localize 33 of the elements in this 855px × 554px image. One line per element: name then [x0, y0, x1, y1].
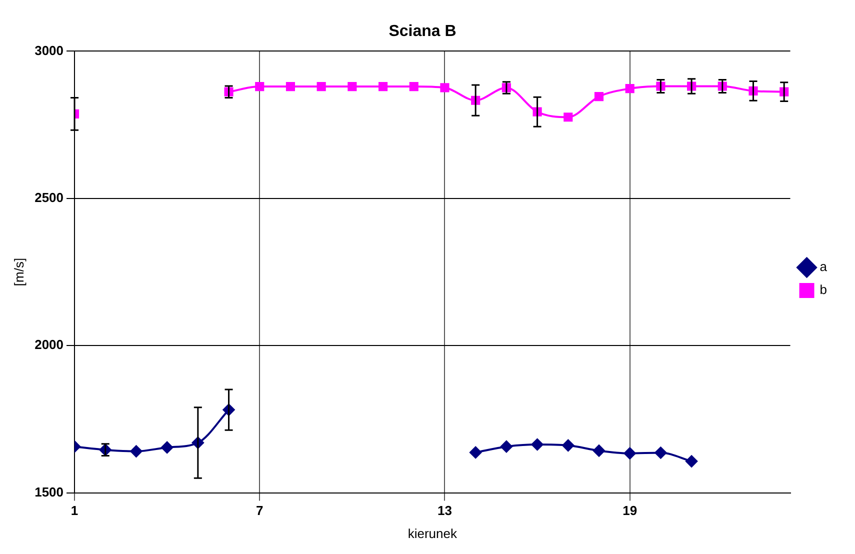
y-tick-label: 2500 — [34, 190, 64, 205]
y-tick-label: 1500 — [34, 484, 64, 500]
y-tick-label: 2000 — [34, 337, 64, 352]
point — [500, 440, 512, 453]
chart-title: Sciana B — [388, 23, 456, 40]
y-tick-label: 3000 — [34, 42, 64, 58]
point — [286, 82, 296, 92]
point — [625, 84, 634, 94]
legend-label: b — [820, 282, 828, 298]
point — [440, 83, 450, 92]
point — [624, 447, 636, 460]
point — [255, 82, 264, 92]
point — [161, 441, 174, 454]
point — [592, 444, 605, 457]
x-tick-label: 19 — [622, 503, 638, 518]
point — [409, 82, 418, 92]
point — [348, 82, 357, 92]
x-axis-title: kierunek — [408, 526, 458, 541]
point — [594, 92, 604, 102]
point — [130, 445, 142, 458]
point — [378, 82, 388, 92]
point — [686, 455, 698, 468]
point — [654, 446, 667, 459]
x-tick-label: 1 — [70, 503, 78, 518]
legend-label: a — [820, 259, 828, 274]
x-tick-label: 7 — [256, 503, 264, 518]
point — [316, 82, 326, 92]
point — [564, 112, 573, 122]
y-axis-title: [m/s] — [11, 258, 26, 286]
point — [531, 438, 544, 451]
point — [562, 439, 574, 452]
x-tick-label: 13 — [438, 503, 452, 518]
point — [470, 446, 482, 458]
